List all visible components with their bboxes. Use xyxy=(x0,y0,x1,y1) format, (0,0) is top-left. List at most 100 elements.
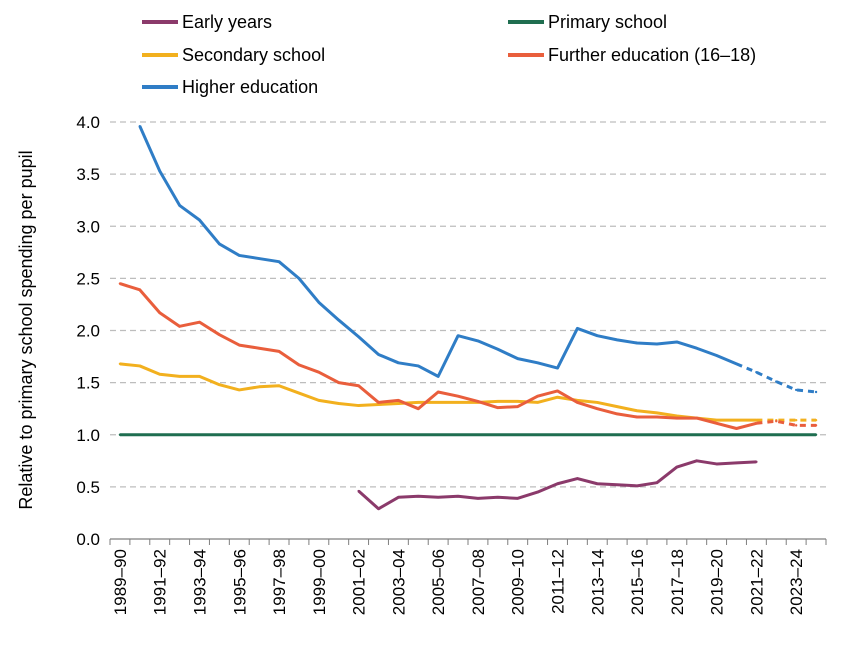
data-point xyxy=(158,433,161,436)
x-tick-label: 1995–96 xyxy=(230,549,249,615)
data-point xyxy=(357,335,360,338)
data-point xyxy=(297,391,301,395)
data-point xyxy=(735,427,738,430)
y-tick-label: 2.5 xyxy=(76,269,100,288)
y-tick-label: 1.5 xyxy=(76,374,100,393)
data-point xyxy=(476,339,480,343)
data-point xyxy=(198,320,201,324)
x-tick-label: 2013–14 xyxy=(588,549,607,615)
data-point xyxy=(794,433,798,436)
data-point xyxy=(655,481,659,484)
data-point xyxy=(735,433,738,436)
y-tick-label: 2.0 xyxy=(76,322,100,341)
data-point xyxy=(635,433,639,436)
data-point xyxy=(377,403,380,406)
data-point xyxy=(596,482,599,485)
data-point xyxy=(655,411,659,415)
data-point xyxy=(436,390,440,394)
data-point xyxy=(755,418,758,422)
data-point xyxy=(158,373,161,376)
x-tick-label: 2021–22 xyxy=(747,549,766,615)
data-point xyxy=(635,484,639,488)
data-point xyxy=(814,433,818,436)
data-point xyxy=(456,495,460,498)
data-point xyxy=(675,416,679,420)
data-point xyxy=(377,433,380,436)
data-point xyxy=(814,418,818,422)
data-point xyxy=(596,401,599,404)
data-point xyxy=(417,401,420,404)
data-point xyxy=(516,357,519,360)
data-point xyxy=(615,412,619,416)
y-tick-label: 4.0 xyxy=(76,113,100,132)
data-point xyxy=(556,366,559,370)
data-point xyxy=(436,496,440,499)
data-point xyxy=(775,419,778,423)
data-point xyxy=(397,402,400,405)
data-point xyxy=(695,459,698,463)
data-point xyxy=(436,401,440,404)
data-point xyxy=(357,384,360,387)
data-point xyxy=(794,418,798,422)
data-point xyxy=(337,318,340,322)
y-axis-ticks: 0.0 0.5 1.0 1.5 2.0 2.5 3.0 3.5 4.0 xyxy=(76,113,100,549)
data-point xyxy=(814,424,818,427)
data-point xyxy=(675,433,679,436)
data-point xyxy=(635,341,639,345)
data-point xyxy=(596,433,599,436)
series-projection-further-education-16-18 xyxy=(756,419,817,427)
data-point xyxy=(178,325,181,328)
data-point xyxy=(516,400,519,403)
x-tick-label: 2001–02 xyxy=(350,549,369,615)
data-point xyxy=(735,418,738,422)
gridlines xyxy=(110,121,826,488)
x-tick-label: 1991–92 xyxy=(151,549,170,615)
data-point xyxy=(496,348,500,351)
data-point xyxy=(695,347,698,350)
data-point xyxy=(536,361,539,365)
data-point xyxy=(556,389,559,393)
data-point xyxy=(715,422,718,425)
series-projection-higher-education xyxy=(735,362,817,394)
data-point xyxy=(755,460,758,464)
data-point xyxy=(178,375,181,378)
data-point xyxy=(138,433,142,436)
data-point xyxy=(436,375,440,378)
data-point xyxy=(317,301,321,304)
data-point xyxy=(417,407,420,410)
data-point xyxy=(317,399,321,402)
data-point xyxy=(277,384,281,387)
data-point xyxy=(615,405,619,408)
data-point xyxy=(516,405,519,408)
data-point xyxy=(277,260,281,263)
data-point xyxy=(735,362,738,366)
data-point xyxy=(377,401,380,404)
series-line-further-education-16-18 xyxy=(119,282,757,430)
x-axis: 1989–90 1991–92 1993–94 1995–96 1997–98 1999–… xyxy=(109,538,827,615)
data-point xyxy=(536,433,539,436)
data-point xyxy=(357,404,360,407)
data-point xyxy=(178,204,181,207)
data-point xyxy=(257,257,261,260)
y-tick-label: 3.5 xyxy=(76,165,100,184)
data-point xyxy=(456,433,460,436)
data-point xyxy=(118,282,122,285)
data-point xyxy=(615,433,619,436)
legend-label: Primary school xyxy=(548,12,667,32)
data-point xyxy=(277,350,281,353)
data-point xyxy=(397,361,400,365)
data-point xyxy=(456,394,460,398)
data-point xyxy=(655,342,659,346)
data-point xyxy=(436,433,440,436)
data-point xyxy=(635,415,639,419)
data-point xyxy=(516,497,519,500)
data-point xyxy=(238,343,241,347)
data-point xyxy=(576,401,579,404)
data-point xyxy=(337,402,340,405)
data-point xyxy=(277,433,281,436)
data-point xyxy=(655,415,659,419)
data-point xyxy=(476,433,480,436)
data-point xyxy=(337,433,340,436)
data-point xyxy=(337,381,340,384)
